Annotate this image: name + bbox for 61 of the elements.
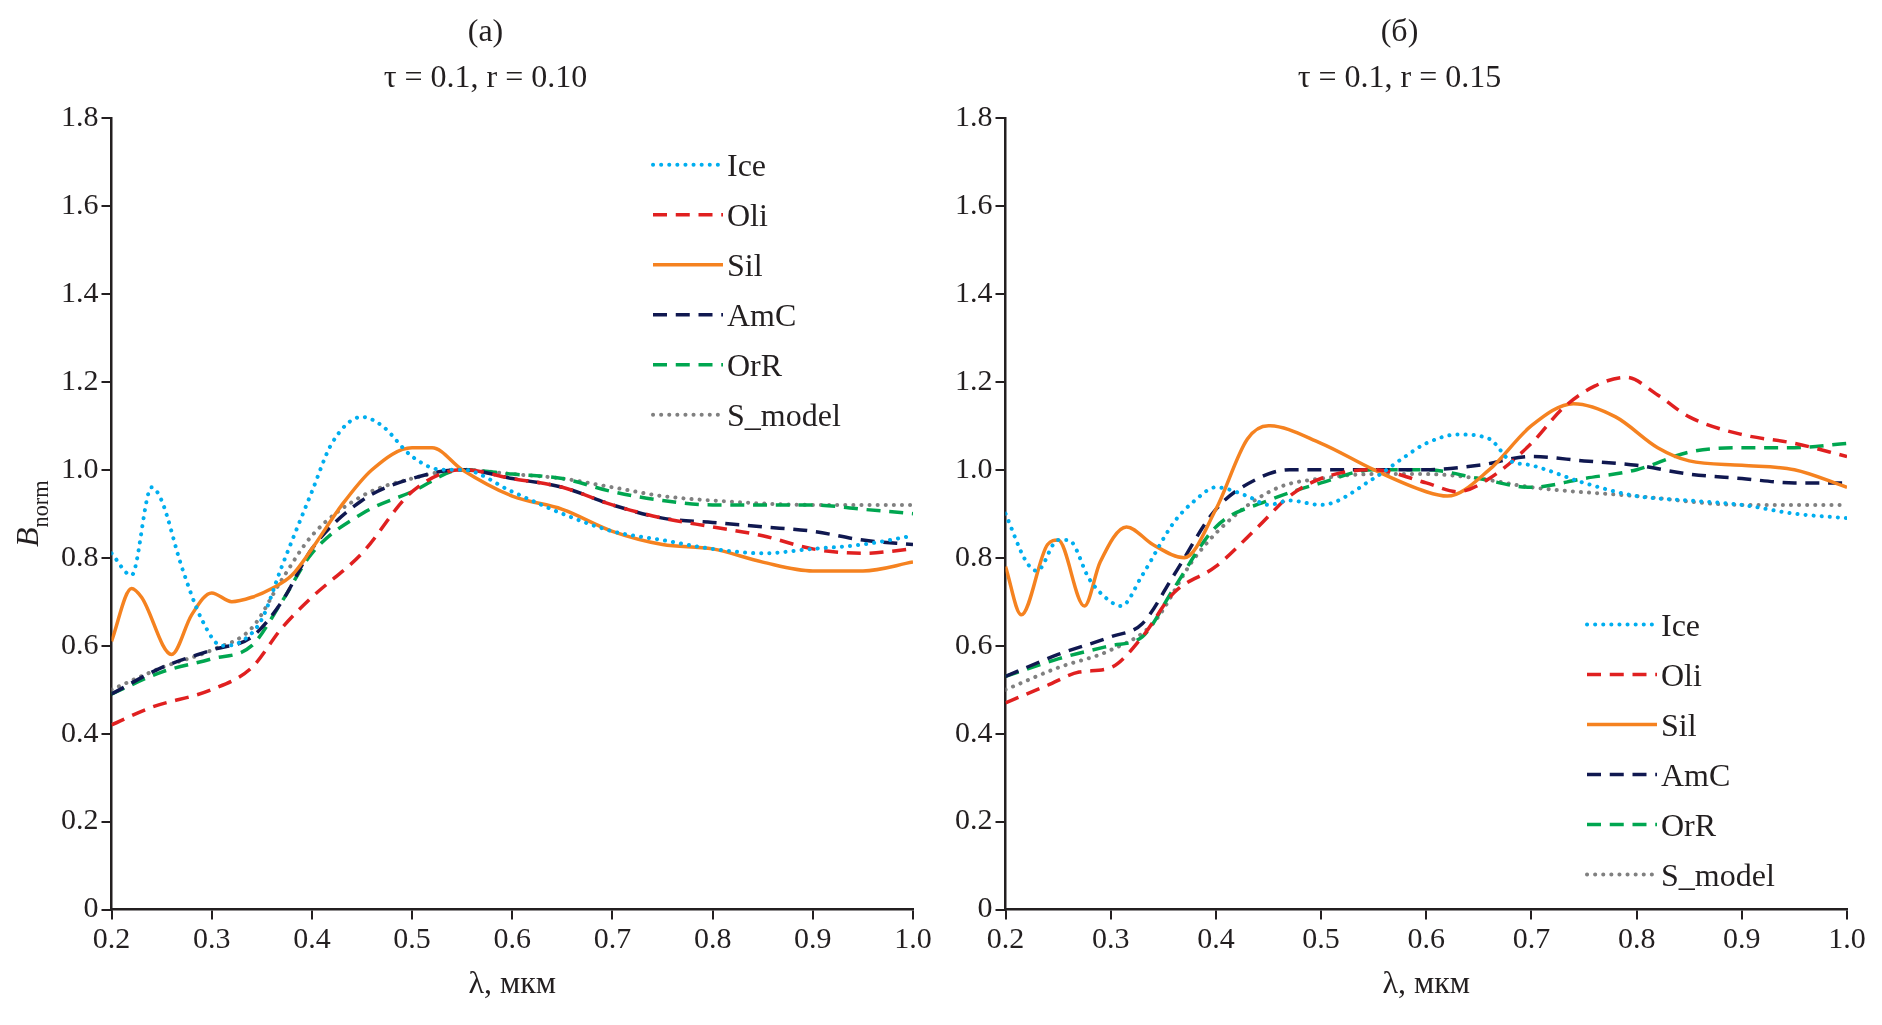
y-tick-label: 0.8 [61,538,99,572]
y-tick-label: 0.4 [955,714,993,748]
legend-label: Sil [727,246,763,283]
y-tick-label: 1.0 [955,450,993,484]
legend-label: OrR [727,346,783,383]
legend-label: Ice [727,146,767,183]
x-tick-label: 1.0 [894,921,932,955]
y-tick-label: 0.2 [955,802,993,836]
x-tick-label: 0.8 [1617,921,1656,955]
legend-label: S_model [1661,856,1775,893]
y-tick-label: 0.2 [61,802,99,836]
y-tick-label: 1.6 [61,186,99,220]
legend-label: Oli [1661,656,1702,693]
legend-label: S_model [727,396,841,433]
chart-subtitle: τ = 0.1, r = 0.10 [383,58,588,95]
x-tick-label: 0.9 [794,921,832,955]
x-tick-label: 0.5 [1302,921,1340,955]
legend-label: AmC [727,296,797,333]
x-axis-title: λ, мкм [468,964,557,1001]
legend-label: Sil [1661,706,1697,743]
chart-title: (б) [1380,11,1419,48]
y-tick-label: 1.6 [955,186,993,220]
x-tick-label: 0.3 [192,921,231,955]
x-tick-label: 0.3 [1091,921,1130,955]
x-tick-label: 0.4 [293,921,331,955]
x-tick-label: 0.2 [92,921,131,955]
chart-subtitle: τ = 0.1, r = 0.15 [1297,58,1502,95]
y-tick-label: 1.4 [61,274,99,308]
y-tick-label: 1.4 [955,274,993,308]
legend-label: Oli [727,196,768,233]
x-tick-label: 0.2 [986,921,1025,955]
y-tick-label: 0.6 [955,626,993,660]
y-tick-label: 1.8 [61,98,99,132]
y-tick-label: 1.2 [955,362,993,396]
x-tick-label: 0.6 [1407,921,1445,955]
y-axis-title: Bnorm [9,479,53,548]
chart-title: (a) [467,11,504,48]
legend-label: Ice [1661,606,1701,643]
line-series [1005,432,1847,609]
x-tick-label: 0.5 [393,921,431,955]
y-tick-label: 0 [83,890,99,924]
x-tick-label: 0.6 [493,921,531,955]
y-tick-label: 0 [977,890,993,924]
y-tick-label: 0.6 [61,626,99,660]
y-tick-label: 0.8 [955,538,993,572]
x-tick-label: 0.8 [693,921,732,955]
line-series [1005,401,1847,617]
x-tick-label: 0.7 [1512,921,1551,955]
y-tick-label: 1.0 [61,450,99,484]
y-tick-label: 1.2 [61,362,99,396]
x-axis-title: λ, мкм [1382,964,1471,1001]
x-tick-label: 1.0 [1828,921,1866,955]
line-series [111,445,913,657]
line-series [1005,375,1847,705]
y-tick-label: 0.4 [61,714,99,748]
x-tick-label: 0.9 [1723,921,1761,955]
x-tick-label: 0.4 [1197,921,1235,955]
legend-label: OrR [1661,806,1717,843]
legend-label: AmC [1661,756,1731,793]
x-tick-label: 0.7 [593,921,632,955]
y-tick-label: 1.8 [955,98,993,132]
